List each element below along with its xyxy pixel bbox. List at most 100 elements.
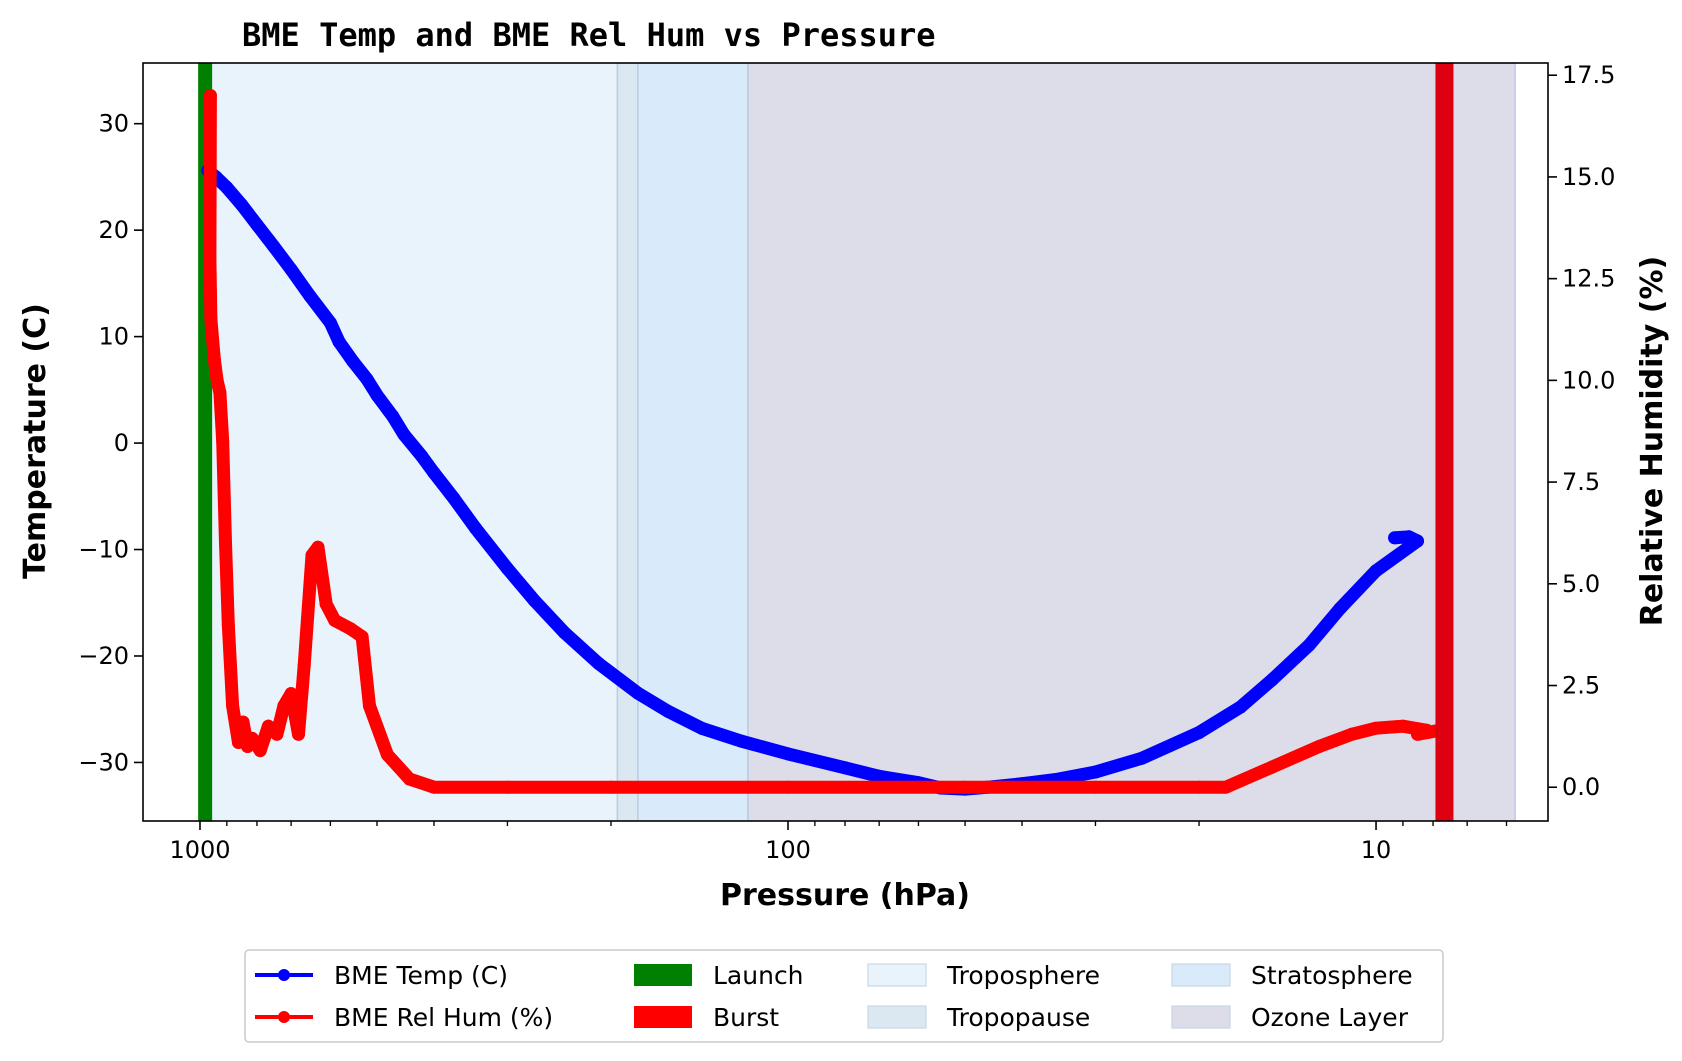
x-tick-label: 1000 [169,836,230,864]
series-point-bme-rel-hum [1266,760,1279,774]
series-point-bme-rel-hum [253,744,267,758]
y-left-tick-label: 20 [98,216,129,244]
y-right-tick-label: 0.0 [1562,773,1600,801]
series-point-bme-rel-hum [1089,780,1102,794]
series-point-bme-rel-hum [1345,727,1359,741]
series-point-bme-temp-c [1089,765,1102,779]
series-point-bme-temp-c [661,704,675,718]
y-right-tick-label: 7.5 [1562,468,1600,496]
series-point-bme-temp-c [397,428,411,441]
region-stratosphere [637,63,748,821]
series-point-bme-rel-hum [210,373,224,387]
series-point-bme-rel-hum [221,618,235,631]
legend-label-ozone-layer: Ozone Layer [1251,1003,1409,1032]
series-point-bme-temp-c [1192,726,1206,740]
legend-label-bme-rel-hum: BME Rel Hum (%) [334,1003,553,1032]
chart-title: BME Temp and BME Rel Hum vs Pressure [242,16,936,54]
legend-label-troposphere: Troposphere [946,961,1100,990]
series-point-bme-temp-c [346,354,360,368]
series-point-bme-rel-hum [203,89,217,102]
y-right-tick-label: 2.5 [1562,672,1600,700]
series-point-bme-temp-c [427,466,441,480]
series-point-bme-rel-hum [245,731,259,745]
region-tropopause [617,63,638,821]
series-point-bme-temp-c [872,769,886,783]
series-point-bme-rel-hum [216,434,230,448]
legend-items: BME Temp (C) BME Rel Hum (%) Launch Burst Tr… [255,961,1413,1032]
legend-swatch-stratosphere [1171,963,1231,987]
series-point-bme-rel-hum [604,780,618,794]
series-point-bme-temp-c [557,626,571,640]
series-point-bme-rel-hum [958,780,972,794]
series-layer [201,89,1446,796]
y-axis-left: 30 20 10 0 −10 −20 −30 [78,110,143,776]
y-right-tick-label: 17.5 [1562,61,1615,89]
series-point-bme-rel-hum [204,312,218,326]
legend-swatch-troposphere [867,963,927,987]
series-point-bme-temp-c [360,372,374,386]
legend-label-stratosphere: Stratosphere [1251,961,1413,990]
y-left-tick-label: −30 [78,748,129,776]
x-axis-title: Pressure (hPa) [720,878,970,913]
legend-swatch-burst [634,1006,692,1028]
series-point-bme-rel-hum [213,386,227,400]
legend-swatch-tropopause [867,1005,927,1029]
series-point-bme-temp-c [631,686,645,700]
y-left-tick-label: 0 [114,429,129,457]
series-point-bme-temp-c [1369,564,1383,578]
series-point-bme-temp-c [592,656,605,670]
x-tick-label: 100 [765,836,811,864]
legend-marker-bme-rel-hum [278,1011,290,1023]
y-axis-right: 17.5 15.0 12.5 10.0 7.5 5.0 2.5 0.0 [1548,61,1615,801]
series-point-bme-temp-c [386,409,400,423]
series-point-bme-rel-hum [1219,780,1233,794]
series-point-bme-temp-c [250,218,264,232]
series-point-bme-rel-hum [328,613,342,627]
series-point-bme-rel-hum [207,353,221,367]
y-right-tick-label: 10.0 [1562,366,1615,394]
series-point-bme-temp-c [370,388,384,402]
series-point-bme-temp-c [501,562,514,576]
y-right-tick-label: 12.5 [1562,265,1615,293]
series-point-bme-rel-hum [363,699,376,713]
series-point-bme-temp-c [267,239,280,253]
series-point-bme-rel-hum [270,727,284,741]
series-point-bme-rel-hum [380,748,394,762]
series-point-bme-temp-c [323,316,337,330]
series-point-bme-rel-hum [1192,780,1206,794]
y-left-tick-label: 10 [98,323,129,351]
series-point-bme-temp-c [332,335,346,349]
series-point-bme-temp-c [284,263,298,276]
series-point-bme-temp-c [695,721,709,735]
y-left-tick-label: 30 [98,110,129,138]
x-axis: 1000 100 10 [169,821,1508,864]
region-ozone-layer [747,63,1516,821]
series-point-bme-rel-hum [355,630,369,644]
regions-layer [198,63,1516,821]
y-left-tick-label: −20 [78,642,129,670]
legend-box [244,949,1444,1043]
series-point-bme-rel-hum [226,699,240,713]
legend-label-bme-temp-c: BME Temp (C) [334,961,508,990]
series-point-bme-temp-c [838,761,852,775]
series-point-bme-rel-hum [1396,719,1410,733]
series-point-bme-temp-c [415,449,428,463]
series-point-bme-rel-hum [501,780,514,794]
series-point-bme-rel-hum [236,715,250,729]
series-point-bme-temp-c [1234,700,1247,714]
series-point-bme-rel-hum [1312,740,1326,753]
series-point-bme-rel-hum [1369,721,1383,735]
series-point-bme-rel-hum [319,597,333,611]
y-left-tick-label: −10 [78,536,129,564]
series-point-bme-rel-hum [781,780,795,794]
series-point-bme-rel-hum [1411,727,1424,741]
series-point-bme-temp-c [735,734,748,748]
series-line-bme-rel-hum [203,89,1446,794]
series-point-bme-rel-hum [427,780,441,794]
series-point-bme-rel-hum [403,772,417,786]
series-point-bme-rel-hum [284,687,298,701]
series-point-bme-temp-c [220,181,234,195]
burst-marker [1435,63,1454,821]
